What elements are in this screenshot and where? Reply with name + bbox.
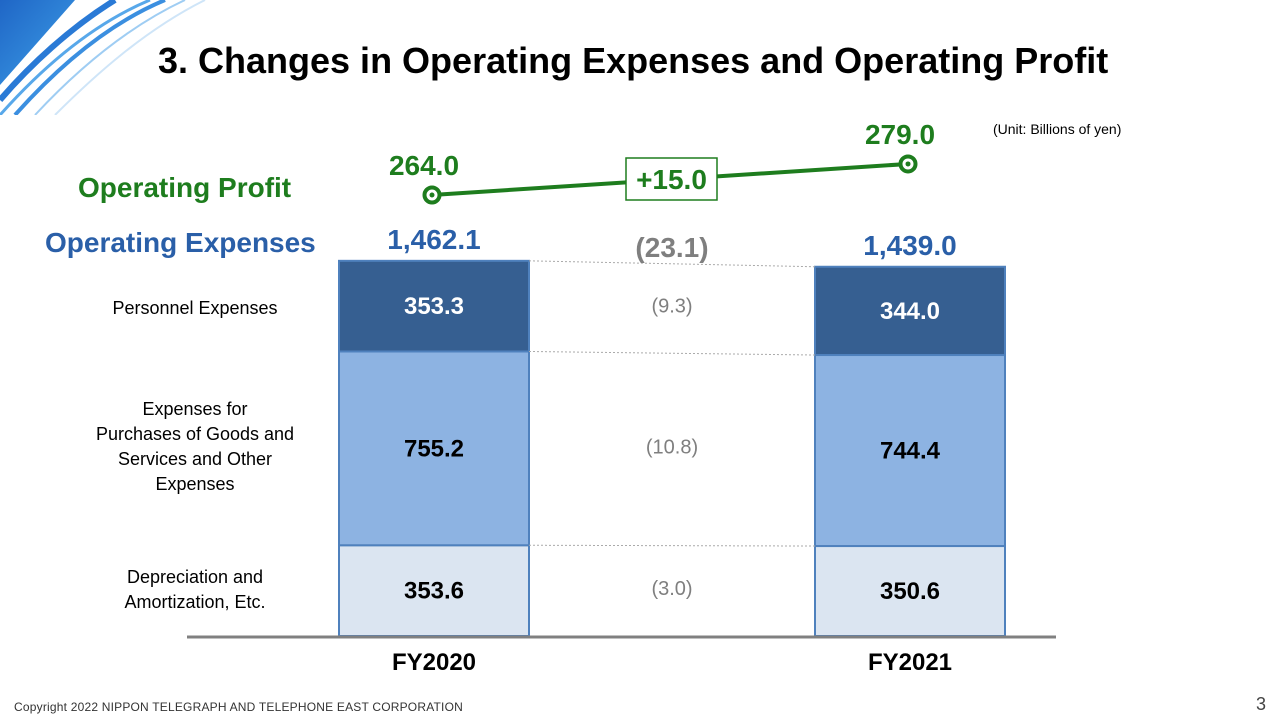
- purchases-label-line: Purchases of Goods and: [95, 424, 295, 444]
- unit-label: (Unit: Billions of yen): [993, 121, 1122, 137]
- bar-value-label: 344.0: [880, 298, 940, 325]
- profit-value-label: 279.0: [865, 119, 935, 150]
- bar-purchases: [338, 350, 530, 547]
- profit-marker-dot: [429, 192, 435, 198]
- purchases-label-line: Expenses: [155, 474, 235, 494]
- personnel-label-text: Personnel Expenses: [112, 298, 278, 318]
- bar-value-label: 350.6: [880, 578, 940, 605]
- profit-value-label: 264.0: [389, 150, 459, 181]
- depreciation-label-line: Amortization, Etc.: [124, 592, 266, 612]
- bar-value-label: 353.3: [404, 293, 464, 320]
- bar-personnel: [338, 259, 530, 353]
- total-expense-label: 1,439.0: [863, 230, 956, 261]
- connector-line: [528, 544, 816, 547]
- purchases-label-line: Expenses for: [142, 399, 248, 419]
- purchases-label-line: Services and Other: [117, 449, 273, 469]
- page-number: 3: [1256, 694, 1267, 714]
- corner-stripes-logo: [0, 0, 206, 115]
- total-change-label: (23.1): [635, 232, 708, 263]
- total-expense-label: 1,462.1: [387, 224, 480, 255]
- profit-marker-dot: [905, 161, 911, 167]
- segment-change-label: (3.0): [651, 578, 692, 600]
- category-label: FY2021: [868, 649, 952, 676]
- bar-personnel: [814, 265, 1006, 357]
- bar-purchases: [814, 354, 1006, 548]
- bar-depreciation: [338, 544, 530, 637]
- purchases-expenses-label: Expenses for Purchases of Goods and Serv…: [70, 397, 320, 497]
- profit-change-label: +15.0: [636, 164, 707, 195]
- copyright-footer: Copyright 2022 NIPPON TELEGRAPH AND TELE…: [14, 700, 463, 714]
- bar-value-label: 755.2: [404, 435, 464, 462]
- bar-value-label: 744.4: [880, 438, 941, 465]
- connector-line: [528, 350, 816, 356]
- profit-change-box: [625, 157, 718, 201]
- personnel-expenses-label: Personnel Expenses: [70, 296, 320, 321]
- operating-profit-label: Operating Profit: [78, 172, 292, 203]
- segment-change-label: (10.8): [646, 436, 698, 458]
- segment-change-label: (9.3): [651, 296, 692, 318]
- operating-expenses-label: Operating Expenses: [45, 227, 316, 258]
- bar-value-label: 353.6: [404, 578, 464, 605]
- depreciation-label: Depreciation and Amortization, Etc.: [70, 565, 320, 615]
- slide-title: 3. Changes in Operating Expenses and Ope…: [158, 40, 1109, 81]
- category-label: FY2020: [392, 649, 476, 676]
- depreciation-label-line: Depreciation and: [126, 567, 264, 587]
